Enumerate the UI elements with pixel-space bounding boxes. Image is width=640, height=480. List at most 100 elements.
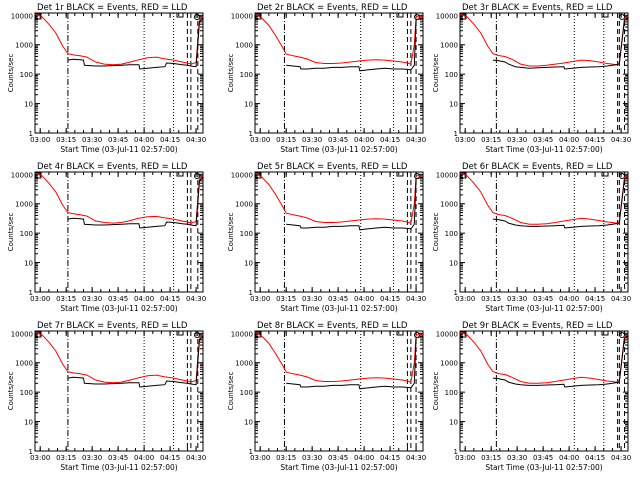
chart-title: Det 2r BLACK = Events, RED = LLD [257,3,408,13]
y-tick-label: 1000 [235,360,253,368]
y-tick-label: 10000 [436,12,458,20]
corner-marker-bracket [176,330,184,336]
y-axis-label: Counts/sec [227,213,235,252]
y-tick-label: 10 [244,101,253,109]
corner-marker-bracket [601,12,609,18]
corner-marker-bracket [601,171,609,177]
y-tick-label: 1000 [440,42,458,50]
chart-title: Det 8r BLACK = Events, RED = LLD [257,321,408,331]
series-line-lld [34,172,204,224]
x-tick-label: 04:15 [585,454,605,462]
x-tick-label: 03:00 [455,454,475,462]
x-tick-label: 03:15 [481,295,501,303]
y-tick-label: 1 [454,130,458,138]
x-tick-label: 04:00 [134,136,154,144]
plot-frame [459,12,629,134]
y-tick-label: 10 [24,260,33,268]
x-tick-label: 03:45 [328,295,348,303]
x-tick-label: 03:45 [533,454,553,462]
x-tick-label: 04:15 [380,454,400,462]
series-line-lld [459,331,629,384]
series-line-lld [254,172,423,224]
corner-marker-circle [619,332,625,338]
corner-marker-circle [619,14,625,20]
x-tick-label: 04:00 [134,295,154,303]
corner-marker-bracket [176,12,184,18]
y-tick-label: 10000 [231,330,253,338]
series-line-lld [459,172,629,225]
panel-2: Det 2r BLACK = Events, RED = LLD 1 10 100 10… [227,3,426,154]
series-line-lld [254,13,423,65]
x-tick-label: 03:45 [108,295,128,303]
x-tick-label: 03:30 [507,454,527,462]
x-tick-label: 03:00 [30,454,50,462]
x-tick-label: 03:30 [82,136,102,144]
y-tick-label: 100 [445,71,458,79]
x-tick-label: 03:30 [82,295,102,303]
y-tick-label: 1000 [15,360,33,368]
y-tick-label: 10 [449,260,458,268]
y-tick-label: 1 [454,448,458,456]
x-tick-label: 04:00 [559,136,579,144]
x-tick-label: 03:45 [328,454,348,462]
x-tick-label: 03:30 [507,295,527,303]
y-axis-label: Counts/sec [7,54,15,93]
plot-frame [254,12,424,134]
plot-frame [34,171,204,293]
series-line-events [286,335,424,390]
x-tick-label: 04:15 [380,295,400,303]
x-tick-label: 03:00 [455,295,475,303]
chart-title: Det 5r BLACK = Events, RED = LLD [257,162,408,172]
x-tick-label: 03:30 [302,454,322,462]
x-tick-label: 04:00 [134,454,154,462]
y-tick-label: 1000 [440,360,458,368]
x-tick-label: 03:15 [56,136,76,144]
x-tick-label: 04:30 [406,295,426,303]
y-tick-label: 100 [20,71,33,79]
x-axis-label: Start Time (03-Jul-11 02:57:00) [280,463,397,472]
series-line-events [492,17,629,70]
corner-marker-circle [194,173,200,179]
series-line-events [67,335,204,388]
y-tick-label: 10 [24,419,33,427]
x-tick-label: 04:15 [380,136,400,144]
x-tick-label: 03:30 [302,295,322,303]
x-axis-label: Start Time (03-Jul-11 02:57:00) [485,463,602,472]
x-tick-label: 04:00 [559,454,579,462]
chart-title: Det 3r BLACK = Events, RED = LLD [462,3,613,13]
x-tick-label: 03:15 [481,136,501,144]
x-tick-label: 04:30 [186,295,206,303]
y-axis-label: Counts/sec [7,213,15,252]
series-line-events [492,176,629,229]
y-tick-label: 10000 [231,12,253,20]
x-axis-label: Start Time (03-Jul-11 02:57:00) [60,145,177,154]
y-axis-label: Counts/sec [432,372,440,411]
x-tick-label: 03:30 [507,136,527,144]
series-line-events [492,335,629,388]
plot-frame [34,12,204,134]
y-axis-label: Counts/sec [432,213,440,252]
y-tick-label: 1000 [235,42,253,50]
x-tick-label: 04:15 [160,136,180,144]
x-tick-label: 03:15 [276,295,296,303]
x-tick-label: 04:00 [354,454,374,462]
x-tick-label: 04:30 [406,454,426,462]
y-tick-label: 1000 [440,201,458,209]
x-tick-label: 04:00 [354,136,374,144]
x-axis-label: Start Time (03-Jul-11 02:57:00) [280,304,397,313]
x-tick-label: 04:30 [186,136,206,144]
x-tick-label: 04:30 [611,454,631,462]
panel-5: Det 5r BLACK = Events, RED = LLD 1 10 100 10… [227,162,426,313]
y-tick-label: 10 [244,419,253,427]
y-tick-label: 100 [240,71,253,79]
series-line-lld [34,331,204,384]
plot-frame [254,330,424,452]
x-tick-label: 03:15 [481,454,501,462]
corner-marker-bracket [396,171,404,177]
y-tick-label: 100 [20,389,33,397]
chart-title: Det 4r BLACK = Events, RED = LLD [37,162,188,172]
x-tick-label: 03:15 [56,295,76,303]
corner-marker-square [255,13,262,20]
panel-6: Det 6r BLACK = Events, RED = LLD 1 10 100 10… [432,162,631,313]
